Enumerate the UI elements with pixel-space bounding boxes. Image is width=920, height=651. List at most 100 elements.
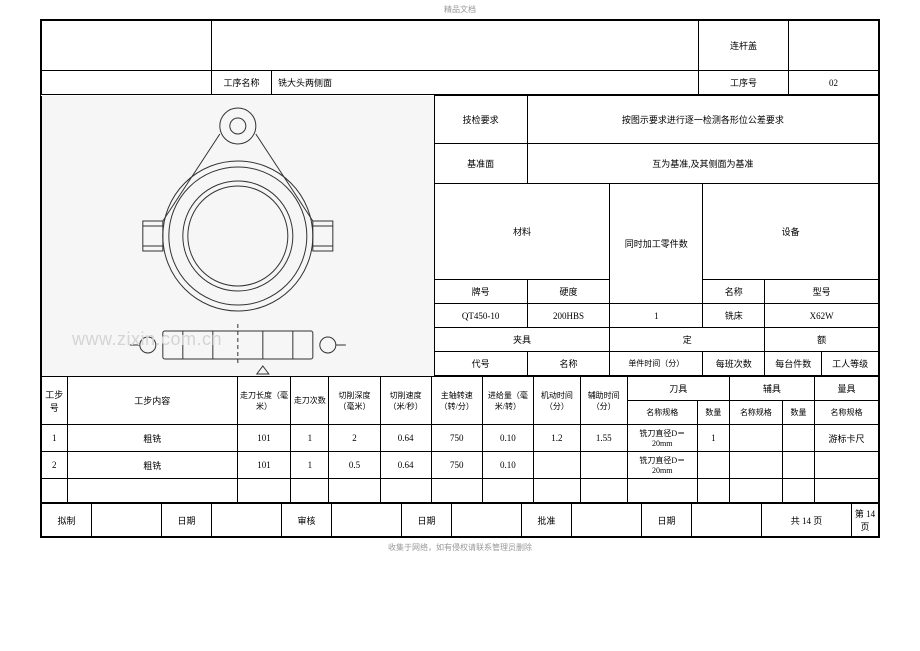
op-feed: 0.10 [482, 425, 533, 452]
ding-label: 定 [610, 328, 765, 352]
op-tool-qty: 1 [697, 425, 729, 452]
equipment-label: 设备 [703, 184, 879, 280]
op-aux-spec [729, 452, 782, 479]
op-speed: 0.64 [380, 425, 431, 452]
simul-label: 同时加工零件数 [610, 184, 703, 304]
grade-label: 牌号 [434, 280, 527, 304]
h-aux: 辅具 [729, 377, 814, 401]
date-label-2: 日期 [402, 504, 452, 537]
page-no: 第 14 页 [852, 504, 879, 537]
op-speed: 0.64 [380, 452, 431, 479]
op-rpm: 750 [431, 425, 482, 452]
blank-cell [42, 21, 212, 71]
equip-name: 铣床 [703, 304, 765, 328]
op-len: 101 [237, 425, 290, 452]
reviewed [332, 504, 402, 537]
op-tool-qty [697, 452, 729, 479]
part-name: 连杆盖 [699, 21, 789, 71]
name-label: 名称 [527, 352, 610, 376]
material-label: 材料 [434, 184, 610, 280]
date-3 [692, 504, 762, 537]
title-table: 连杆盖 工序名称 铣大头两侧面 工序号 02 [41, 20, 879, 95]
date-label-1: 日期 [162, 504, 212, 537]
h-gauge: 量具 [815, 377, 879, 401]
h-cut-len: 走刀长度（毫米） [237, 377, 290, 425]
datum-label: 基准面 [434, 144, 527, 184]
equip-name-label: 名称 [703, 280, 765, 304]
process-card: 连杆盖 工序名称 铣大头两侧面 工序号 02 [40, 19, 880, 538]
process-name: 铣大头两侧面 [272, 71, 699, 95]
h-content: 工步内容 [67, 377, 237, 425]
approved [572, 504, 642, 537]
grade: QT450-10 [434, 304, 527, 328]
doc-header: 精品文档 [0, 0, 920, 19]
op-depth: 2 [329, 425, 380, 452]
op-aux-qty [783, 425, 815, 452]
e-label: 额 [765, 328, 879, 352]
op-times: 1 [291, 425, 329, 452]
op-rpm: 750 [431, 452, 482, 479]
tech-req: 按图示要求进行逐一检测各形位公差要求 [527, 96, 878, 144]
code-label: 代号 [434, 352, 527, 376]
doc-footer: 收集于网络，如有侵权请联系管理员删除 [0, 538, 920, 557]
table-row: 1 粗铣 101 1 2 0.64 750 0.10 1.2 1.55 铣刀直径… [42, 425, 879, 452]
h-aux-qty: 数量 [783, 401, 815, 425]
op-gauge [815, 452, 879, 479]
h-step-no: 工步号 [42, 377, 68, 425]
op-at: 1.55 [580, 425, 627, 452]
ops-table: 工步号 工步内容 走刀长度（毫米） 走刀次数 切削深度（毫米） 切削速度（米/秒… [41, 376, 879, 503]
h-speed: 切削速度（米/秒） [380, 377, 431, 425]
op-gauge: 游标卡尺 [815, 425, 879, 452]
op-times: 1 [291, 452, 329, 479]
ops-header-row: 工步号 工步内容 走刀长度（毫米） 走刀次数 切削深度（毫米） 切削速度（米/秒… [42, 377, 879, 401]
process-no: 02 [789, 71, 879, 95]
watermark: www.zixin.com.cn [72, 329, 222, 350]
equip-model: X62W [765, 304, 879, 328]
h-tool-qty: 数量 [697, 401, 729, 425]
op-mt [533, 452, 580, 479]
date-2 [452, 504, 522, 537]
process-name-label: 工序名称 [212, 71, 272, 95]
worker-label: 工人等级 [822, 352, 879, 376]
unit-time-label: 单件时间（分） [610, 352, 703, 376]
reviewed-label: 审核 [282, 504, 332, 537]
date-label-3: 日期 [642, 504, 692, 537]
process-no-label: 工序号 [699, 71, 789, 95]
datum: 互为基准,及其侧面为基准 [527, 144, 878, 184]
blank-title [212, 21, 699, 71]
op-depth: 0.5 [329, 452, 380, 479]
op-len: 101 [237, 452, 290, 479]
per-label: 每台件数 [765, 352, 822, 376]
op-content: 粗铣 [67, 425, 237, 452]
h-aux-time: 辅助时间（分） [580, 377, 627, 425]
equip-model-label: 型号 [765, 280, 879, 304]
batch-label: 每班次数 [703, 352, 765, 376]
tech-req-label: 技检要求 [434, 96, 527, 144]
h-aux-spec: 名称规格 [729, 401, 782, 425]
hardness: 200HBS [527, 304, 610, 328]
op-aux-spec [729, 425, 782, 452]
footer-table: 拟制 日期 审核 日期 批准 日期 共 14 页 第 14 页 [41, 503, 879, 537]
approved-label: 批准 [522, 504, 572, 537]
made-by [92, 504, 162, 537]
blank-cell-2 [789, 21, 879, 71]
h-cut-times: 走刀次数 [291, 377, 329, 425]
fixture-label: 夹具 [434, 328, 610, 352]
op-tool: 铣刀直径D＝20mm [627, 425, 697, 452]
date-1 [212, 504, 282, 537]
table-row: 2 粗铣 101 1 0.5 0.64 750 0.10 铣刀直径D＝20mm [42, 452, 879, 479]
op-mt: 1.2 [533, 425, 580, 452]
h-feed: 进给量（毫米/转） [482, 377, 533, 425]
op-feed: 0.10 [482, 452, 533, 479]
op-tool: 铣刀直径D＝20mm [627, 452, 697, 479]
op-content: 粗铣 [67, 452, 237, 479]
op-no: 1 [42, 425, 68, 452]
op-no: 2 [42, 452, 68, 479]
op-at [580, 452, 627, 479]
made-by-label: 拟制 [42, 504, 92, 537]
simul: 1 [610, 304, 703, 328]
h-tool-spec: 名称规格 [627, 401, 697, 425]
technical-drawing: www.zixin.com.cn [42, 96, 434, 376]
h-spindle: 主轴转速（转/分） [431, 377, 482, 425]
total-pages: 共 14 页 [762, 504, 852, 537]
